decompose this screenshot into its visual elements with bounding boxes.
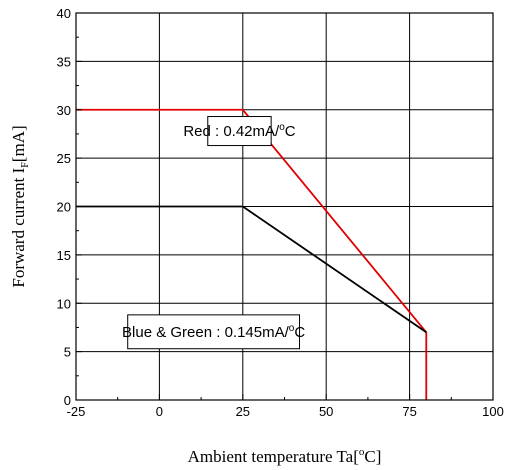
y-axis-title: Forward current IF[mA] [9, 125, 31, 287]
annotation-red-box [207, 116, 272, 147]
y-axis-title-end: [mA] [9, 125, 28, 162]
x-tick-label: -25 [67, 404, 86, 419]
y-tick-label: 10 [57, 296, 71, 311]
annotation-red-text-main: Red : 0.42mA/ [183, 123, 280, 140]
y-tick-label: 30 [57, 103, 71, 118]
annotation-blue-green-box [127, 314, 301, 350]
x-axis-title-end: C] [364, 447, 381, 466]
x-axis-title-main: Ambient temperature Ta[ [188, 447, 360, 466]
annotation-blue-green-text-main: Blue & Green : 0.145mA/ [122, 324, 290, 341]
x-tick-label: 75 [402, 404, 416, 419]
x-tick-label: 100 [482, 404, 504, 419]
y-tick-label: 35 [57, 54, 71, 69]
y-tick-label: 20 [57, 200, 71, 215]
annotation-blue-green-text: Blue & Green : 0.145mA/oC [122, 323, 305, 341]
annotation-blue-green-text-end: C [294, 324, 305, 341]
y-axis-title-sub: F [20, 162, 31, 168]
annotation-red-text-end: C [285, 123, 296, 140]
y-axis-title-main: Forward current I [9, 167, 28, 287]
x-axis-title-sup: o [359, 446, 365, 458]
y-tick-label: 5 [64, 345, 71, 360]
y-tick-label: 25 [57, 151, 71, 166]
annotation-blue-green-text-sup: o [289, 323, 295, 334]
annotation-red-text: Red : 0.42mA/oC [183, 122, 295, 140]
ticks [75, 12, 494, 401]
x-tick-label: 50 [319, 404, 333, 419]
annotation-red-text-sup: o [279, 122, 285, 133]
y-tick-label: 0 [64, 393, 71, 408]
x-tick-label: 25 [236, 404, 250, 419]
series-line-red [76, 108, 428, 400]
series-line-blue-green [76, 205, 427, 334]
x-axis-title: Ambient temperature Ta[oC] [188, 446, 382, 466]
y-tick-label: 15 [57, 248, 71, 263]
x-tick-label: 0 [156, 404, 163, 419]
series-group [76, 108, 428, 400]
y-tick-label: 40 [57, 6, 71, 21]
